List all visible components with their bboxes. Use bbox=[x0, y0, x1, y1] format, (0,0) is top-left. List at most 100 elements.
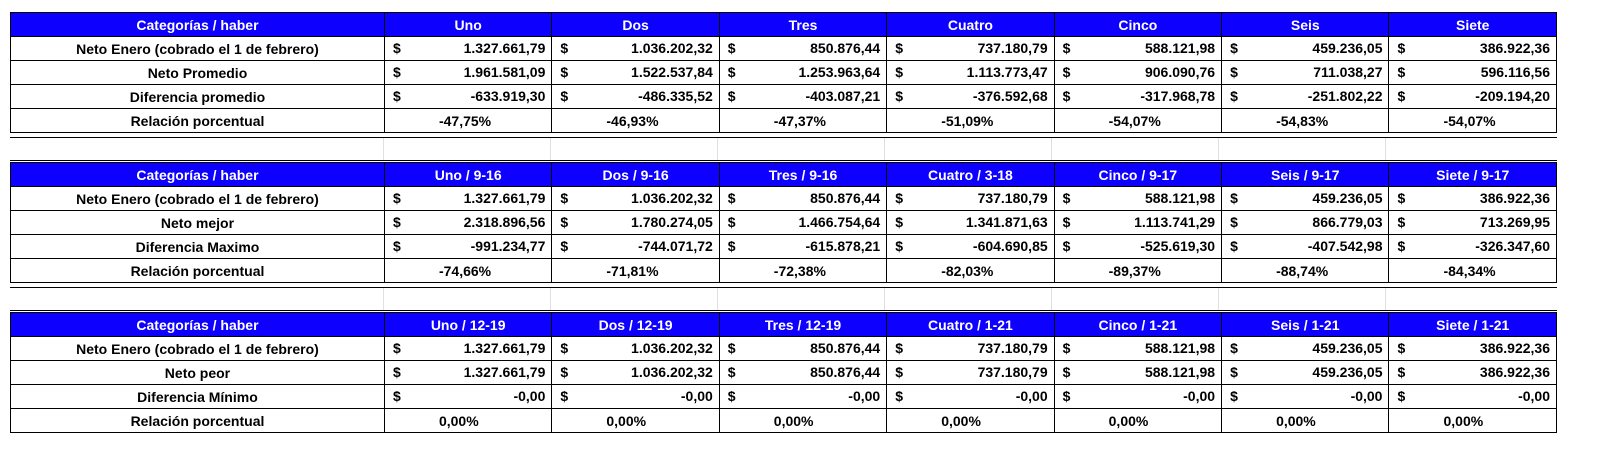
amount-value: 850.876,44 bbox=[810, 340, 881, 356]
category-header-cell: Categorías / haber bbox=[10, 12, 385, 37]
currency-symbol: $ bbox=[727, 388, 736, 404]
column-header-cell: Cinco bbox=[1053, 12, 1223, 37]
currency-cell: $ -604.690,85 bbox=[886, 234, 1055, 259]
currency-symbol: $ bbox=[727, 190, 736, 206]
amount-value: 711.038,27 bbox=[1313, 64, 1383, 80]
percent-cell: -82,03% bbox=[886, 258, 1055, 283]
gridline bbox=[884, 288, 885, 310]
blank-row-separator bbox=[10, 137, 1557, 161]
currency-symbol: $ bbox=[1230, 340, 1238, 356]
currency-cell: $ -376.592,68 bbox=[886, 84, 1055, 109]
gridline bbox=[1218, 138, 1219, 160]
amount-value: 1.780.274,05 bbox=[631, 214, 713, 230]
amount-value: 588.121,98 bbox=[1144, 340, 1216, 356]
currency-symbol: $ bbox=[727, 88, 736, 104]
gridline bbox=[1385, 138, 1386, 160]
gridline bbox=[1051, 138, 1052, 160]
row-label-cell: Neto Enero (cobrado el 1 de febrero) bbox=[10, 336, 385, 361]
amount-value: 1.341.871,63 bbox=[965, 214, 1048, 230]
amount-value: 459.236,05 bbox=[1312, 190, 1383, 206]
currency-cell: $737.180,79 bbox=[886, 336, 1055, 361]
currency-symbol: $ bbox=[1062, 64, 1071, 80]
row-label-cell: Relación porcentual bbox=[10, 108, 385, 133]
currency-symbol: $ bbox=[1230, 88, 1238, 104]
currency-symbol: $ bbox=[1397, 238, 1406, 254]
currency-cell: $906.090,76 bbox=[1053, 60, 1223, 85]
currency-cell: $ -403.087,21 bbox=[718, 84, 888, 109]
currency-cell: $1.522.537,84 bbox=[551, 60, 720, 85]
gridline bbox=[1385, 288, 1386, 310]
percent-cell: -72,38% bbox=[718, 258, 888, 283]
amount-value: -0,00 bbox=[1350, 388, 1383, 404]
currency-cell: $1.036.202,32 bbox=[551, 36, 720, 61]
amount-value: -317.968,78 bbox=[1140, 88, 1216, 104]
currency-cell: $ -633.919,30 bbox=[383, 84, 553, 109]
currency-cell: $850.876,44 bbox=[718, 36, 888, 61]
amount-value: 386.922,36 bbox=[1479, 190, 1550, 206]
currency-cell: $ -0,00 bbox=[551, 384, 720, 409]
currency-cell: $459.236,05 bbox=[1221, 360, 1390, 385]
currency-cell: $ -317.968,78 bbox=[1053, 84, 1223, 109]
currency-symbol: $ bbox=[392, 88, 401, 104]
table-row: Neto Promedio $1.961.581,09 $1.522.537,84 $… bbox=[10, 60, 1557, 85]
currency-symbol: $ bbox=[392, 340, 401, 356]
percent-cell: 0,00% bbox=[1388, 408, 1557, 433]
amount-value: 1.327.661,79 bbox=[463, 40, 546, 56]
currency-cell: $ -0,00 bbox=[886, 384, 1055, 409]
currency-symbol: $ bbox=[1397, 64, 1406, 80]
currency-symbol: $ bbox=[1062, 364, 1071, 380]
currency-cell: $596.116,56 bbox=[1388, 60, 1557, 85]
column-header-cell: Cinco / 1-21 bbox=[1053, 312, 1223, 337]
row-label-cell: Relación porcentual bbox=[10, 258, 385, 283]
currency-cell: $737.180,79 bbox=[886, 36, 1055, 61]
currency-symbol: $ bbox=[1397, 40, 1406, 56]
currency-symbol: $ bbox=[727, 364, 736, 380]
table-row: Neto Enero (cobrado el 1 de febrero) $1.3… bbox=[10, 186, 1557, 211]
currency-symbol: $ bbox=[895, 238, 904, 254]
percent-cell: -74,66% bbox=[383, 258, 553, 283]
currency-cell: $386.922,36 bbox=[1388, 336, 1557, 361]
currency-symbol: $ bbox=[1397, 190, 1406, 206]
amount-value: 737.180,79 bbox=[977, 40, 1048, 56]
currency-symbol: $ bbox=[895, 340, 904, 356]
amount-value: 1.327.661,79 bbox=[463, 364, 546, 380]
currency-symbol: $ bbox=[392, 190, 401, 206]
currency-symbol: $ bbox=[1397, 340, 1406, 356]
amount-value: -407.542,98 bbox=[1307, 238, 1383, 254]
currency-symbol: $ bbox=[1062, 214, 1071, 230]
currency-cell: $713.269,95 bbox=[1388, 210, 1557, 235]
table-row: Diferencia promedio $ -633.919,30 $ -486.335… bbox=[10, 84, 1557, 109]
amount-value: -403.087,21 bbox=[805, 88, 881, 104]
currency-cell: $ -0,00 bbox=[1221, 384, 1390, 409]
currency-symbol: $ bbox=[392, 364, 401, 380]
amount-value: -0,00 bbox=[1015, 388, 1048, 404]
table-row: Neto Enero (cobrado el 1 de febrero) $1.3… bbox=[10, 36, 1557, 61]
gridline bbox=[884, 138, 885, 160]
amount-value: 588.121,98 bbox=[1144, 40, 1216, 56]
row-label-cell: Neto mejor bbox=[10, 210, 385, 235]
currency-symbol: $ bbox=[560, 40, 569, 56]
amount-value: -744.071,72 bbox=[638, 238, 713, 254]
gridline bbox=[717, 288, 718, 310]
currency-cell: $ -0,00 bbox=[383, 384, 553, 409]
currency-cell: $1.036.202,32 bbox=[551, 336, 720, 361]
currency-cell: $386.922,36 bbox=[1388, 186, 1557, 211]
amount-value: 459.236,05 bbox=[1312, 364, 1383, 380]
row-label-cell: Diferencia promedio bbox=[10, 84, 385, 109]
currency-symbol: $ bbox=[895, 190, 904, 206]
amount-value: -0,00 bbox=[1183, 388, 1216, 404]
column-header-cell: Seis / 9-17 bbox=[1221, 162, 1390, 187]
column-header-cell: Seis bbox=[1221, 12, 1390, 37]
currency-cell: $588.121,98 bbox=[1053, 360, 1223, 385]
currency-symbol: $ bbox=[1062, 190, 1071, 206]
percent-cell: -46,93% bbox=[551, 108, 720, 133]
amount-value: 1.036.202,32 bbox=[631, 340, 713, 356]
currency-cell: $ -0,00 bbox=[718, 384, 888, 409]
amount-value: 1.327.661,79 bbox=[463, 340, 546, 356]
gridline bbox=[550, 138, 551, 160]
currency-cell: $1.327.661,79 bbox=[383, 336, 553, 361]
row-label-cell: Neto peor bbox=[10, 360, 385, 385]
currency-cell: $1.961.581,09 bbox=[383, 60, 553, 85]
currency-symbol: $ bbox=[727, 340, 736, 356]
row-label-cell: Neto Promedio bbox=[10, 60, 385, 85]
